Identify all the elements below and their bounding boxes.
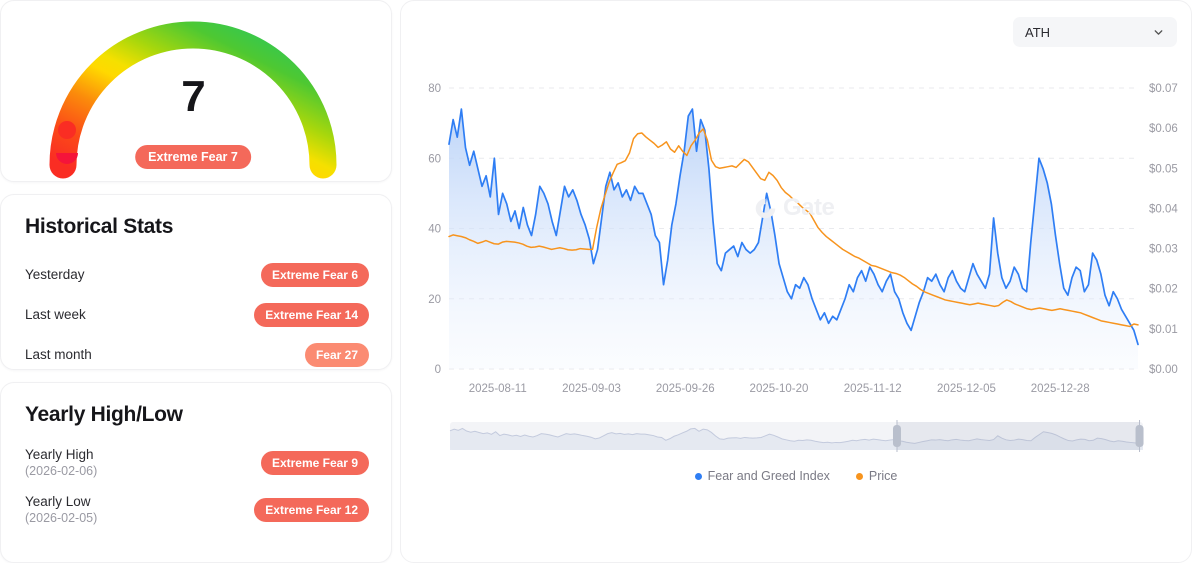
stat-label: Last month	[25, 346, 92, 362]
yearly-high-low-title: Yearly High/Low	[25, 403, 183, 426]
status-badge: Extreme Fear 9	[260, 451, 369, 475]
stat-row-yearly-high: Yearly High (2026-02-06) Extreme Fear 9	[25, 443, 369, 490]
gauge-arc	[49, 21, 337, 179]
legend-label: Price	[868, 469, 898, 483]
yearly-high-label: Yearly High	[25, 447, 94, 462]
fear-greed-price-chart[interactable]: 0 20 40 60 80 $0.00 $0.01 $0.02 $0.03 $0.04 $0.05 $…	[401, 1, 1192, 563]
svg-text:60: 60	[428, 153, 441, 165]
svg-text:2025-10-20: 2025-10-20	[750, 383, 809, 395]
status-badge: Fear 27	[304, 343, 369, 367]
legend-item-price[interactable]: Price	[855, 469, 898, 483]
svg-text:$0.00: $0.00	[1149, 364, 1178, 376]
svg-text:40: 40	[428, 224, 441, 236]
svg-text:$0.06: $0.06	[1149, 123, 1178, 135]
historical-stats-title: Historical Stats	[25, 215, 174, 238]
range-selector-value: ATH	[1025, 24, 1051, 40]
stat-label: Yesterday	[25, 266, 85, 282]
stat-row-yesterday: Yesterday Extreme Fear 6	[25, 255, 369, 295]
yearly-high-date: (2026-02-06)	[25, 463, 98, 478]
brush-handle-left	[892, 420, 901, 452]
svg-text:20: 20	[428, 294, 441, 306]
svg-text:2025-09-03: 2025-09-03	[562, 383, 621, 395]
stat-label: Last week	[25, 306, 86, 322]
chart-panel: ATH 0 20 40 60 80 $0.00 $0.01 $0.02 $0.03 $0.04 $0…	[400, 0, 1192, 563]
status-badge: Extreme Fear 12	[254, 498, 369, 522]
svg-text:$0.07: $0.07	[1149, 83, 1178, 95]
svg-text:2025-12-28: 2025-12-28	[1031, 383, 1090, 395]
svg-text:$0.05: $0.05	[1149, 163, 1178, 175]
historical-stats-card: Historical Stats Yesterday Extreme Fear …	[0, 194, 392, 370]
brush-handle-right	[1135, 420, 1144, 452]
chevron-down-icon	[1154, 29, 1163, 35]
gauge-value: 7	[181, 72, 205, 121]
svg-text:80: 80	[428, 83, 441, 95]
svg-text:2025-11-12: 2025-11-12	[844, 383, 902, 395]
gauge-needle-icon	[56, 121, 78, 164]
status-badge: Extreme Fear 6	[260, 263, 369, 287]
stat-label: Yearly Low (2026-02-05)	[25, 494, 97, 527]
yearly-high-low-card: Yearly High/Low Yearly High (2026-02-06)…	[0, 382, 392, 563]
svg-text:2025-08-11: 2025-08-11	[469, 383, 527, 395]
left-column: 7 Extreme Fear 7 Historical Stats Yester…	[0, 0, 400, 563]
svg-text:$0.02: $0.02	[1149, 284, 1178, 296]
yearly-low-date: (2026-02-05)	[25, 510, 98, 525]
yearly-low-label: Yearly Low	[25, 494, 91, 509]
stat-row-yearly-low: Yearly Low (2026-02-05) Extreme Fear 12	[25, 490, 369, 537]
legend-color-dot	[855, 472, 863, 480]
svg-text:2025-12-05: 2025-12-05	[937, 383, 996, 395]
fear-greed-gauge	[49, 21, 337, 179]
gauge-wrapper: 7 Extreme Fear 7	[1, 1, 385, 181]
range-selector[interactable]: ATH	[1013, 17, 1177, 47]
stat-row-last-month: Last month Fear 27	[25, 335, 369, 375]
svg-text:$0.04: $0.04	[1149, 203, 1178, 215]
gauge-status-badge: Extreme Fear 7	[135, 145, 251, 169]
svg-text:0: 0	[435, 364, 441, 376]
svg-text:2025-09-26: 2025-09-26	[656, 383, 715, 395]
chart-legend: Fear and Greed Index Price	[401, 469, 1191, 483]
stat-row-last-week: Last week Extreme Fear 14	[25, 295, 369, 335]
svg-text:$0.03: $0.03	[1149, 244, 1178, 256]
gauge-card: 7 Extreme Fear 7	[0, 0, 392, 182]
status-badge: Extreme Fear 14	[254, 303, 369, 327]
legend-item-fear-greed[interactable]: Fear and Greed Index	[694, 469, 830, 483]
stat-label: Yearly High (2026-02-06)	[25, 447, 97, 480]
legend-color-dot	[694, 472, 702, 480]
legend-label: Fear and Greed Index	[707, 469, 830, 483]
svg-text:$0.01: $0.01	[1149, 324, 1178, 336]
